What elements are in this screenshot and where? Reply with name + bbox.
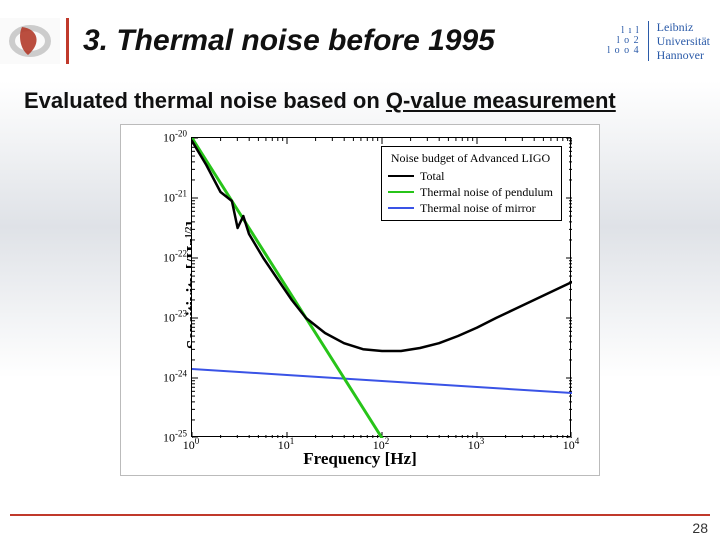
x-axis-label: Frequency [Hz] <box>303 449 416 469</box>
institute-logo <box>0 18 60 64</box>
x-tick-label: 102 <box>373 436 390 453</box>
y-tick-label: 10-24 <box>157 369 187 386</box>
plot-svg <box>192 138 572 438</box>
title-separator <box>66 18 69 64</box>
y-tick-label: 10-23 <box>157 309 187 326</box>
uni-line: Leibniz <box>657 20 710 34</box>
y-tick-label: 10-22 <box>157 249 187 266</box>
y-tick-label: 10-21 <box>157 189 187 206</box>
university-brand: l ı l l o 2 l o o 4 Leibniz Universität … <box>607 18 710 64</box>
uni-line: Universität <box>657 34 710 48</box>
uni-line: Hannover <box>657 48 710 62</box>
x-tick-label: 101 <box>278 436 295 453</box>
title-bar: 3. Thermal noise before 1995 l ı l l o 2… <box>0 18 720 64</box>
page-title: 3. Thermal noise before 1995 <box>83 24 495 58</box>
leibniz-seal: l ı l l o 2 l o o 4 <box>607 26 639 56</box>
university-name: Leibniz Universität Hannover <box>657 20 710 62</box>
brand-separator <box>648 21 649 61</box>
x-tick-label: 103 <box>468 436 485 453</box>
x-tick-label: 104 <box>563 436 580 453</box>
sensitivity-chart: Sensitivity [/Hz1/2] Frequency [Hz] Nois… <box>120 124 600 476</box>
page-number: 28 <box>692 520 708 536</box>
y-tick-label: 10-20 <box>157 129 187 146</box>
seal-row: l o o 4 <box>607 46 639 56</box>
subtitle-prefix: Evaluated thermal noise based on <box>24 88 386 113</box>
x-tick-label: 100 <box>183 436 200 453</box>
plot-area: Noise budget of Advanced LIGO Total Ther… <box>191 137 571 437</box>
footer-rule <box>10 514 710 516</box>
subtitle-underlined: Q-value measurement <box>386 88 616 113</box>
subtitle: Evaluated thermal noise based on Q-value… <box>24 88 616 114</box>
